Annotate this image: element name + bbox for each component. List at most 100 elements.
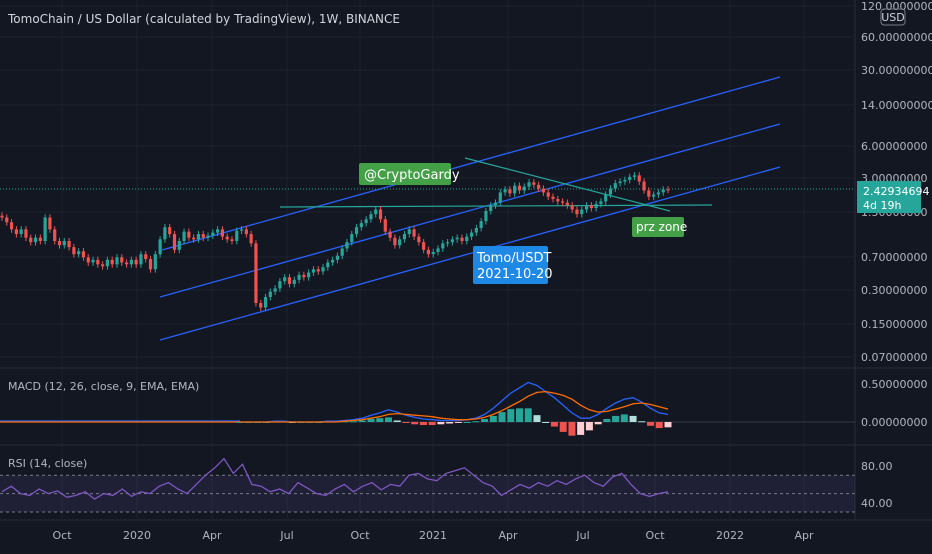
candle-body <box>283 277 287 282</box>
candle-body <box>455 237 459 240</box>
candle-body <box>359 223 363 228</box>
currency-badge-box <box>880 8 906 26</box>
candle-body <box>43 217 47 242</box>
candle-body <box>139 254 143 265</box>
macd-histogram-bar <box>568 422 576 436</box>
candle-body <box>86 257 90 263</box>
candle-body <box>422 242 426 250</box>
price-tick-label: 6.00000000 <box>861 140 927 153</box>
candle-body <box>57 241 62 246</box>
candle-body <box>489 205 493 211</box>
candle-body <box>105 259 110 267</box>
candle-body <box>120 257 124 263</box>
candle-body <box>589 205 593 209</box>
macd-line <box>240 381 669 423</box>
candle-body <box>163 227 167 240</box>
candle-body <box>172 234 177 250</box>
time-axis[interactable]: Oct 2020 Apr Jul Oct 2021 Apr Jul Oct 2022 Apr <box>52 529 814 542</box>
candle-body <box>158 239 162 255</box>
candle-body <box>369 214 373 220</box>
annotation-zone[interactable]: prz zone <box>632 217 687 237</box>
candle-body <box>522 186 526 191</box>
candle-body <box>632 175 637 177</box>
candle-body <box>560 201 565 203</box>
candle-body <box>124 262 129 265</box>
candle-body <box>661 189 665 193</box>
candle-body <box>297 274 301 280</box>
candle-body <box>168 227 172 235</box>
candle-body <box>340 248 344 256</box>
candle-body <box>474 228 478 233</box>
candle-body <box>407 229 411 235</box>
candle-body <box>484 210 488 222</box>
candle-body <box>273 288 277 292</box>
macd-histogram-bar <box>585 422 593 431</box>
drawings[interactable] <box>0 76 855 341</box>
candle-body <box>498 192 502 203</box>
channel-lower[interactable] <box>159 166 781 341</box>
candle-body <box>546 192 550 197</box>
macd-histogram-bar <box>647 422 655 426</box>
channel-upper[interactable] <box>161 76 781 251</box>
time-tick-label: Jul <box>575 529 589 542</box>
candle-body <box>445 242 450 244</box>
macd-pane[interactable]: 0.50000000 0.00000000 <box>0 378 927 436</box>
candles[interactable] <box>0 172 670 311</box>
candle-body <box>268 291 272 297</box>
candle-body <box>91 259 95 263</box>
candle-body <box>216 229 220 233</box>
macd-histogram-bar <box>463 422 471 423</box>
candle-body <box>417 236 421 243</box>
candle-body <box>537 184 541 189</box>
macd-histogram-bar <box>516 408 524 422</box>
channel-middle[interactable] <box>159 123 781 298</box>
last-price-value: 2.42934694 <box>863 185 929 198</box>
candle-body <box>383 219 387 232</box>
candle-body <box>29 237 33 243</box>
candle-body <box>192 237 196 240</box>
candle-body <box>0 215 4 218</box>
candle-body <box>666 189 670 191</box>
time-tick-label: 2020 <box>123 529 151 542</box>
candle-body <box>235 230 239 242</box>
time-tick-label: Oct <box>350 529 370 542</box>
candle-body <box>244 229 248 235</box>
candle-body <box>148 258 153 270</box>
candle-body <box>187 231 191 238</box>
macd-histogram-bar <box>454 422 462 423</box>
macd-histogram-bar <box>620 414 628 422</box>
annotation-author[interactable]: @CryptoGardy <box>359 163 460 185</box>
candle-body <box>177 241 181 250</box>
rsi-pane[interactable]: 80.00 40.00 <box>0 457 893 513</box>
candle-body <box>393 237 397 246</box>
macd-histogram-bar <box>376 418 384 422</box>
time-tick-label: Jul <box>279 529 293 542</box>
candle-body <box>503 189 507 193</box>
candle-body <box>388 231 392 238</box>
descending-line[interactable] <box>464 157 671 212</box>
last-price-countdown: 4d 19h <box>863 199 901 212</box>
rsi-line <box>1 457 669 500</box>
macd-tick-label: 0.50000000 <box>861 378 927 391</box>
price-tick-label: 30.00000000 <box>861 64 932 77</box>
macd-histogram-bar <box>664 422 672 428</box>
price-tick-label: 120.00000000 <box>861 0 932 13</box>
candle-body <box>153 254 157 270</box>
macd-histogram-bar <box>489 415 497 422</box>
macd-histogram-bar <box>542 422 550 423</box>
annotation-pair[interactable]: Tomo/USDT 2021-10-20 <box>473 246 553 284</box>
candle-body <box>354 227 359 235</box>
candle-body <box>259 303 263 308</box>
price-tick-label: 0.15000000 <box>861 318 927 331</box>
macd-histogram-bar <box>350 421 358 423</box>
macd-histogram-bar <box>411 422 419 425</box>
currency-badge[interactable]: USD <box>880 8 906 26</box>
last-price-tag-box <box>857 181 921 213</box>
candle-body <box>608 188 613 195</box>
candle-body <box>254 243 258 304</box>
candle-body <box>81 251 86 258</box>
candle-body <box>9 222 14 230</box>
candle-body <box>479 221 483 229</box>
